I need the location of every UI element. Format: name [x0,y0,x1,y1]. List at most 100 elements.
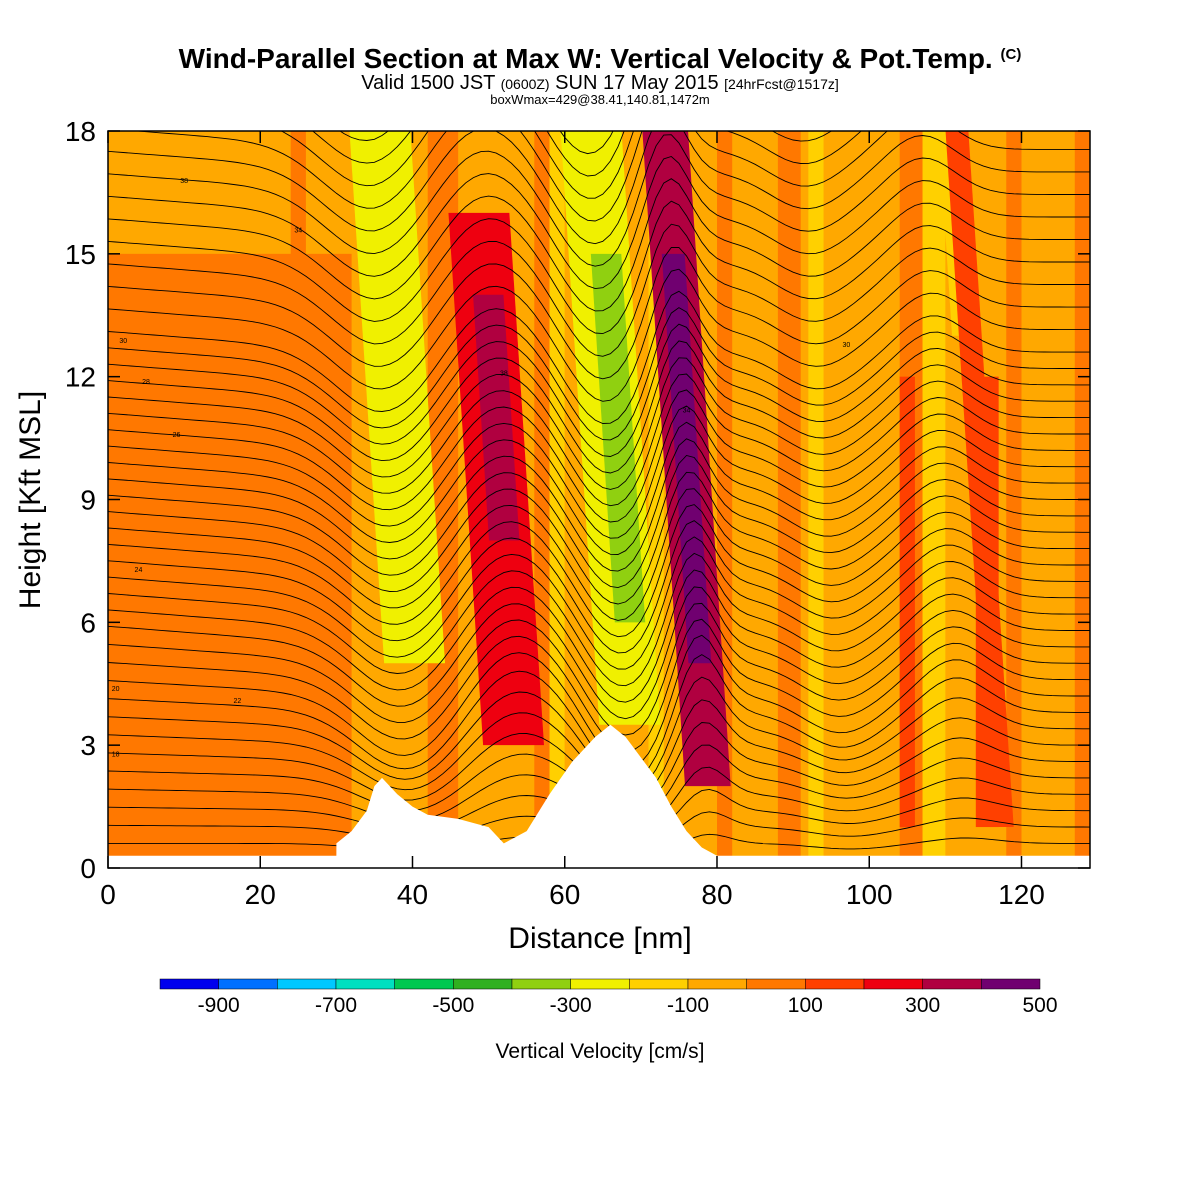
axes: 0 20 40 60 80 100 120 0 3 6 9 12 15 18 [65,116,1090,910]
theta-contour [108,373,1090,507]
colorbar-label: Vertical Velocity [cm/s] [496,1040,705,1063]
theta-contour [108,405,1090,539]
theta-contours: 38 34 30 28 26 24 22 20 18 38 34 30 [108,131,1090,855]
theta-contour [280,131,862,199]
colorbar-swatch [805,978,865,990]
y-axis-label: Height [Kft MSL] [14,391,47,609]
theta-contour [108,504,1090,638]
x-tick-label: 20 [245,879,276,910]
field-strip [1006,131,1022,868]
theta-contour [108,340,1090,474]
theta-contour [108,268,1090,402]
w-band [590,253,646,623]
x-tick-label: 40 [397,879,428,910]
colorbar-swatch [629,978,689,990]
field-strip-ascent [899,376,915,828]
contour-label: 18 [112,751,120,758]
contour-label: 38 [180,178,188,185]
x-tick-label: 80 [701,879,732,910]
colorbar-tick-label: -500 [432,994,474,1017]
x-tick-label: 60 [549,879,580,910]
w-band [473,294,520,541]
colorbar-swatch [453,978,513,990]
colorbar-tick-label: -700 [315,994,357,1017]
colorbar-tick-label: -900 [198,994,240,1017]
colorbar-swatch [922,978,982,990]
colorbar-swatch [981,978,1041,990]
theta-contour [108,569,1090,703]
theta-contour [108,357,1090,490]
w-band [371,171,424,500]
theta-contour [108,290,1090,424]
field-strip [290,131,306,868]
theta-contour [108,520,1090,654]
colorbar-swatch [687,978,747,990]
x-axis-label: Distance [nm] [508,922,691,955]
y-tick-label: 0 [80,853,96,884]
theta-contour [339,131,614,155]
theta-contour [108,536,1090,670]
colorbar-swatch [863,978,923,990]
field-strip-descent [808,131,824,868]
field-region-west [108,253,352,868]
theta-contour [108,389,1090,523]
chart-subtitle-2: boxWmax=429@38.41,140.81,1472m [490,92,710,107]
w-band [661,253,712,664]
colorbar-swatch [277,978,337,990]
field-strip [777,131,801,868]
colorbar-swatch [335,978,395,990]
contour-label: 38 [500,371,508,378]
theta-contour [108,178,1090,312]
colorbar-tick-label: 100 [788,994,823,1017]
theta-contour [108,454,1090,589]
contour-label: 34 [294,227,302,234]
copyright-mark: (C) [1000,46,1022,63]
theta-contour [108,307,1090,441]
colorbar-swatch [159,978,219,990]
y-tick-label: 15 [65,239,96,270]
x-tick-label: 100 [846,879,893,910]
theta-contour [108,438,1090,572]
theta-contour [108,586,1090,720]
theta-contour [108,323,1090,457]
colorbar-tick-label: -300 [550,994,592,1017]
y-tick-label: 9 [80,485,96,516]
w-band [945,131,1014,828]
theta-contour [108,131,1090,245]
theta-contour [108,488,1090,621]
colorbar: -900 -700 -500 -300 -100 100 300 500 [159,978,1058,1017]
theta-contour [108,471,1090,605]
theta-contour [108,134,1090,267]
theta-contour [108,155,1090,290]
colorbar-swatch [746,978,806,990]
contour-label: 30 [843,342,851,349]
colorbar-swatch [394,978,454,990]
theta-contour [108,618,1090,752]
y-tick-label: 12 [65,362,96,393]
contour-label: 22 [234,698,242,705]
y-tick-label: 3 [80,730,96,761]
terrain [108,724,1090,868]
theta-contour [108,200,1090,335]
colorbar-swatch [570,978,630,990]
contour-label: 24 [135,567,143,574]
colorbar-tick-label: -100 [667,994,709,1017]
colorbar-tick-label: 300 [905,994,940,1017]
theta-contour [312,131,833,177]
y-tick-label: 6 [80,607,96,638]
theta-contour [108,246,1090,380]
y-tick-label: 18 [65,116,96,147]
chart-title: Wind-Parallel Section at Max W: Vertical… [178,43,1022,74]
x-tick-label: 0 [100,879,116,910]
theta-contour [108,602,1090,736]
field-strip-descent [549,131,565,868]
contour-label: 30 [119,338,127,345]
theta-contour [108,421,1090,555]
chart-subtitle: Valid 1500 JST (0600Z) SUN 17 May 2015 [… [361,72,839,94]
contour-label: 34 [683,407,691,414]
colorbar-swatch [218,978,278,990]
theta-contour [108,223,1090,357]
field-strip-descent [922,131,946,868]
theta-contour [108,552,1090,687]
